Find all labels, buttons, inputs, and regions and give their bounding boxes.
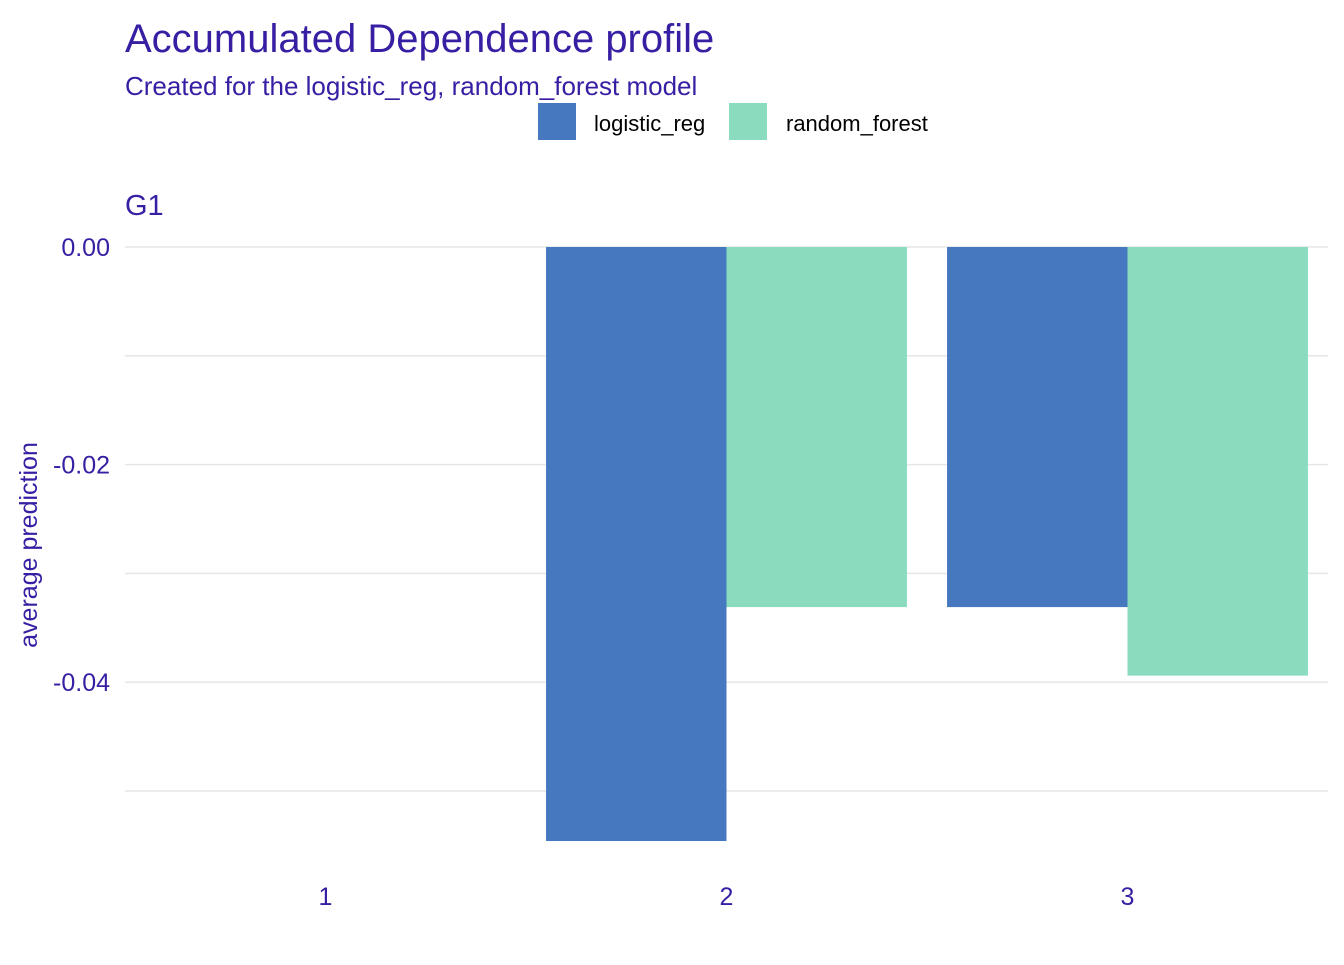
y-tick-label: -0.02: [53, 452, 110, 480]
legend-swatch-random-forest: [729, 103, 767, 140]
y-axis-ticks: 0.00 -0.02 -0.04: [53, 234, 110, 697]
x-tick-label: 1: [319, 883, 333, 911]
legend: logistic_reg random_forest: [538, 103, 928, 140]
bars: [546, 247, 1308, 841]
panel-title: G1: [125, 190, 164, 222]
y-tick-label: -0.04: [53, 669, 110, 697]
legend-label-random-forest: random_forest: [786, 111, 928, 136]
x-tick-label: 2: [720, 883, 734, 911]
y-axis-label: average prediction: [15, 442, 43, 648]
y-tick-label: 0.00: [61, 234, 110, 262]
bar-random-forest-3: [1127, 247, 1308, 676]
bar-logistic-reg-3: [947, 247, 1128, 608]
chart-subtitle: Created for the logistic_reg, random_for…: [125, 71, 697, 101]
legend-swatch-logistic-reg: [538, 103, 576, 140]
x-tick-label: 3: [1121, 883, 1135, 911]
bar-logistic-reg-2: [546, 247, 727, 841]
chart-title: Accumulated Dependence profile: [125, 17, 714, 61]
x-axis-ticks: 1 2 3: [319, 883, 1135, 911]
legend-label-logistic-reg: logistic_reg: [594, 111, 705, 136]
bar-random-forest-2: [726, 247, 907, 608]
